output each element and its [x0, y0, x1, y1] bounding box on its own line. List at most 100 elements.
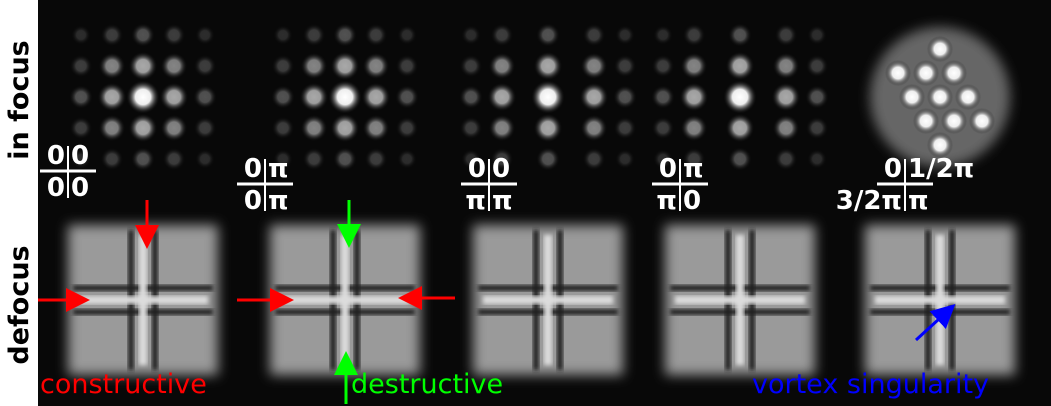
phase-value: π	[683, 154, 704, 184]
spot	[193, 116, 217, 140]
spot	[131, 23, 155, 47]
spot	[126, 80, 160, 114]
phase-label: 0 π0 π	[237, 154, 293, 216]
spot	[488, 114, 516, 142]
spot	[772, 114, 800, 142]
phase-value: 0	[244, 186, 262, 216]
spot	[582, 147, 606, 171]
spot	[579, 82, 609, 112]
spot	[487, 82, 517, 112]
phase-label: 0 00 0	[40, 141, 96, 203]
spot	[69, 54, 93, 78]
spot	[271, 116, 295, 140]
spot	[913, 108, 939, 134]
spot	[533, 113, 563, 143]
phase-value: 0	[71, 141, 89, 171]
spot	[271, 85, 295, 109]
spot	[969, 108, 995, 134]
annotation: constructive	[40, 369, 207, 400]
spot	[328, 80, 362, 114]
phase-value: π	[268, 154, 289, 184]
phase-value: 0	[47, 141, 65, 171]
spot	[98, 114, 126, 142]
spot	[160, 114, 188, 142]
spot	[723, 80, 757, 114]
spot	[100, 147, 124, 171]
spot	[459, 116, 483, 140]
phase-label: 0 1/2π3/2π π	[836, 154, 975, 216]
phase-label: 0 0π π	[461, 154, 517, 216]
row-label: in focus	[4, 40, 35, 159]
phase-value: 3/2π	[836, 186, 902, 216]
spot	[927, 36, 953, 62]
spot	[195, 25, 215, 45]
spot	[330, 51, 360, 81]
spot	[728, 23, 752, 47]
phase-value: 0	[468, 154, 486, 184]
spot	[913, 60, 939, 86]
spot	[899, 84, 925, 110]
spot	[397, 149, 417, 169]
spot	[615, 25, 635, 45]
spot	[613, 116, 637, 140]
spot	[682, 23, 706, 47]
spot	[461, 149, 481, 169]
spot	[195, 149, 215, 169]
phase-value: π	[908, 186, 929, 216]
spot	[160, 52, 188, 80]
spot	[725, 113, 755, 143]
phase-value: 0	[884, 154, 902, 184]
spot	[941, 108, 967, 134]
spot	[653, 149, 673, 169]
phase-value: 0	[659, 154, 677, 184]
defocus-bright	[78, 296, 208, 304]
spot	[582, 23, 606, 47]
spot	[536, 23, 560, 47]
spot	[364, 23, 388, 47]
spot	[805, 116, 829, 140]
spot	[461, 25, 481, 45]
spot	[490, 147, 514, 171]
phase-value: π	[492, 186, 513, 216]
spot	[774, 147, 798, 171]
spot	[680, 52, 708, 80]
spot	[271, 54, 295, 78]
spot	[807, 149, 827, 169]
spot	[490, 23, 514, 47]
spot	[300, 52, 328, 80]
spot	[193, 85, 217, 109]
annotation: vortex singularity	[752, 369, 989, 400]
spot	[97, 82, 127, 112]
spot	[805, 54, 829, 78]
spot	[128, 51, 158, 81]
spot	[653, 25, 673, 45]
spot	[69, 85, 93, 109]
spot	[680, 114, 708, 142]
spot	[69, 116, 93, 140]
spot	[651, 116, 675, 140]
spot	[333, 23, 357, 47]
spot	[395, 85, 419, 109]
spot	[302, 23, 326, 47]
phase-value: 0	[683, 186, 701, 216]
spot	[488, 52, 516, 80]
spot	[725, 51, 755, 81]
spot	[362, 114, 390, 142]
defocus-bright	[280, 296, 410, 304]
phase-value: 0	[244, 154, 262, 184]
spot	[302, 147, 326, 171]
spot	[533, 51, 563, 81]
spot	[159, 82, 189, 112]
spot	[805, 85, 829, 109]
spot	[273, 25, 293, 45]
phase-value: π	[656, 186, 677, 216]
spot	[333, 147, 357, 171]
spot	[927, 132, 953, 158]
spot	[300, 114, 328, 142]
spot	[613, 85, 637, 109]
spot	[679, 82, 709, 112]
spot	[299, 82, 329, 112]
spot	[580, 52, 608, 80]
spot	[651, 54, 675, 78]
